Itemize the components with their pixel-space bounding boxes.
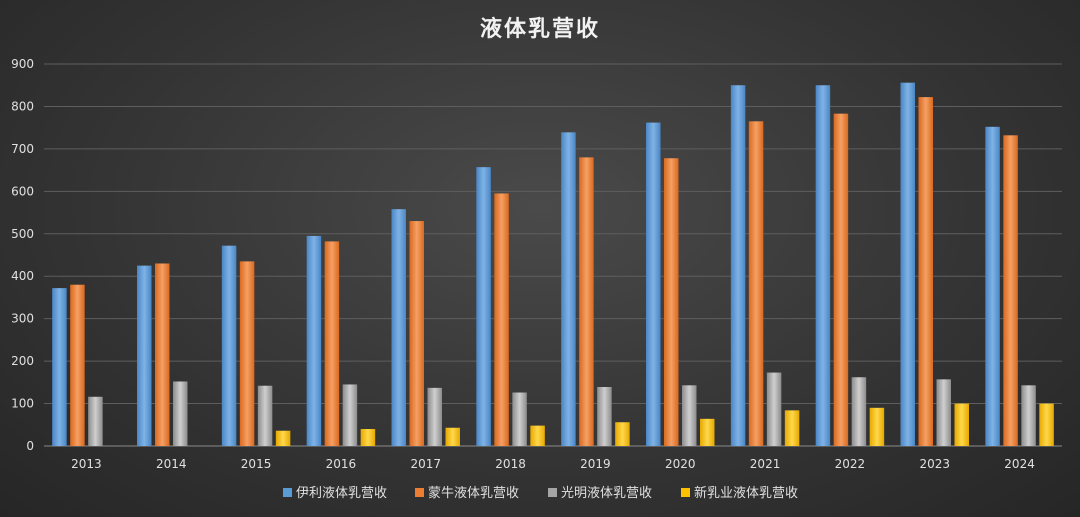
chart-title: 液体乳营收 [480, 16, 600, 42]
x-tick-label: 2024 [1004, 457, 1035, 471]
bar [985, 126, 1000, 446]
bar [137, 265, 152, 446]
legend-swatch [415, 488, 424, 497]
x-tick-label: 2020 [665, 457, 696, 471]
bar [869, 407, 885, 446]
bar [306, 235, 322, 446]
x-tick-label: 2021 [750, 457, 781, 471]
bar [682, 385, 697, 446]
bar [664, 158, 679, 446]
bar [815, 85, 831, 446]
bar [597, 387, 612, 446]
x-tick-label: 2023 [919, 457, 950, 471]
gridlines [44, 63, 1062, 447]
y-tick-label: 900 [11, 57, 34, 71]
bar [784, 410, 800, 446]
bar [391, 209, 406, 446]
bar [700, 418, 715, 446]
bar [324, 241, 340, 446]
bar [579, 157, 594, 446]
bar [427, 387, 442, 446]
bar [561, 132, 576, 446]
bar [748, 121, 764, 447]
y-tick-label: 400 [11, 269, 34, 283]
x-tick-label: 2022 [835, 457, 866, 471]
y-tick-label: 0 [26, 439, 34, 453]
bar [494, 193, 509, 446]
bar [173, 381, 188, 446]
bar [833, 113, 849, 446]
legend: 伊利液体乳营收 蒙牛液体乳营收 光明液体乳营收 新乳业液体乳营收 [283, 485, 798, 501]
y-tick-label: 800 [11, 99, 34, 113]
bar [52, 288, 67, 446]
bar [730, 85, 746, 446]
bar [530, 425, 545, 446]
bar [936, 379, 951, 446]
y-tick-label: 300 [11, 312, 34, 326]
x-tick-label: 2017 [410, 457, 441, 471]
legend-swatch [548, 488, 557, 497]
bar [445, 427, 460, 446]
bar [257, 385, 273, 446]
bar [1003, 135, 1018, 446]
bar [512, 392, 527, 446]
bar [155, 263, 170, 446]
y-tick-label: 600 [11, 184, 34, 198]
legend-label: 光明液体乳营收 [561, 486, 652, 501]
bar [1021, 385, 1036, 446]
bar [766, 372, 782, 446]
y-tick-label: 100 [11, 397, 34, 411]
legend-swatch [283, 488, 292, 497]
x-axis: 2013 2014 2015 2016 2017 2018 2019 2020 2021 2022… [71, 457, 1035, 471]
x-tick-label: 2016 [326, 457, 357, 471]
x-tick-label: 2019 [580, 457, 611, 471]
bar [70, 284, 85, 446]
y-axis: 0 100 200 300 400 500 600 700 800 900 [11, 57, 34, 453]
legend-label: 新乳业液体乳营收 [694, 485, 798, 501]
legend-label: 伊利液体乳营收 [296, 486, 387, 501]
legend-label: 蒙牛液体乳营收 [428, 486, 519, 501]
bar [476, 167, 491, 446]
bar [275, 430, 291, 446]
bar [239, 261, 255, 446]
bar [360, 429, 376, 446]
y-tick-label: 200 [11, 354, 34, 368]
bar [900, 82, 915, 447]
legend-swatch [681, 488, 690, 497]
bar [954, 403, 969, 446]
bar [221, 245, 237, 446]
bar [409, 221, 424, 446]
x-tick-label: 2015 [241, 457, 272, 471]
bar [342, 384, 358, 446]
x-tick-label: 2018 [495, 457, 526, 471]
bar [646, 122, 661, 446]
x-tick-label: 2014 [156, 457, 187, 471]
bar [615, 422, 630, 446]
bars [52, 82, 1054, 447]
y-tick-label: 700 [11, 142, 34, 156]
bar [88, 396, 103, 446]
y-tick-label: 500 [11, 227, 34, 241]
bar [1039, 403, 1054, 446]
x-tick-label: 2013 [71, 457, 102, 471]
bar [851, 377, 867, 446]
bar [918, 97, 933, 447]
